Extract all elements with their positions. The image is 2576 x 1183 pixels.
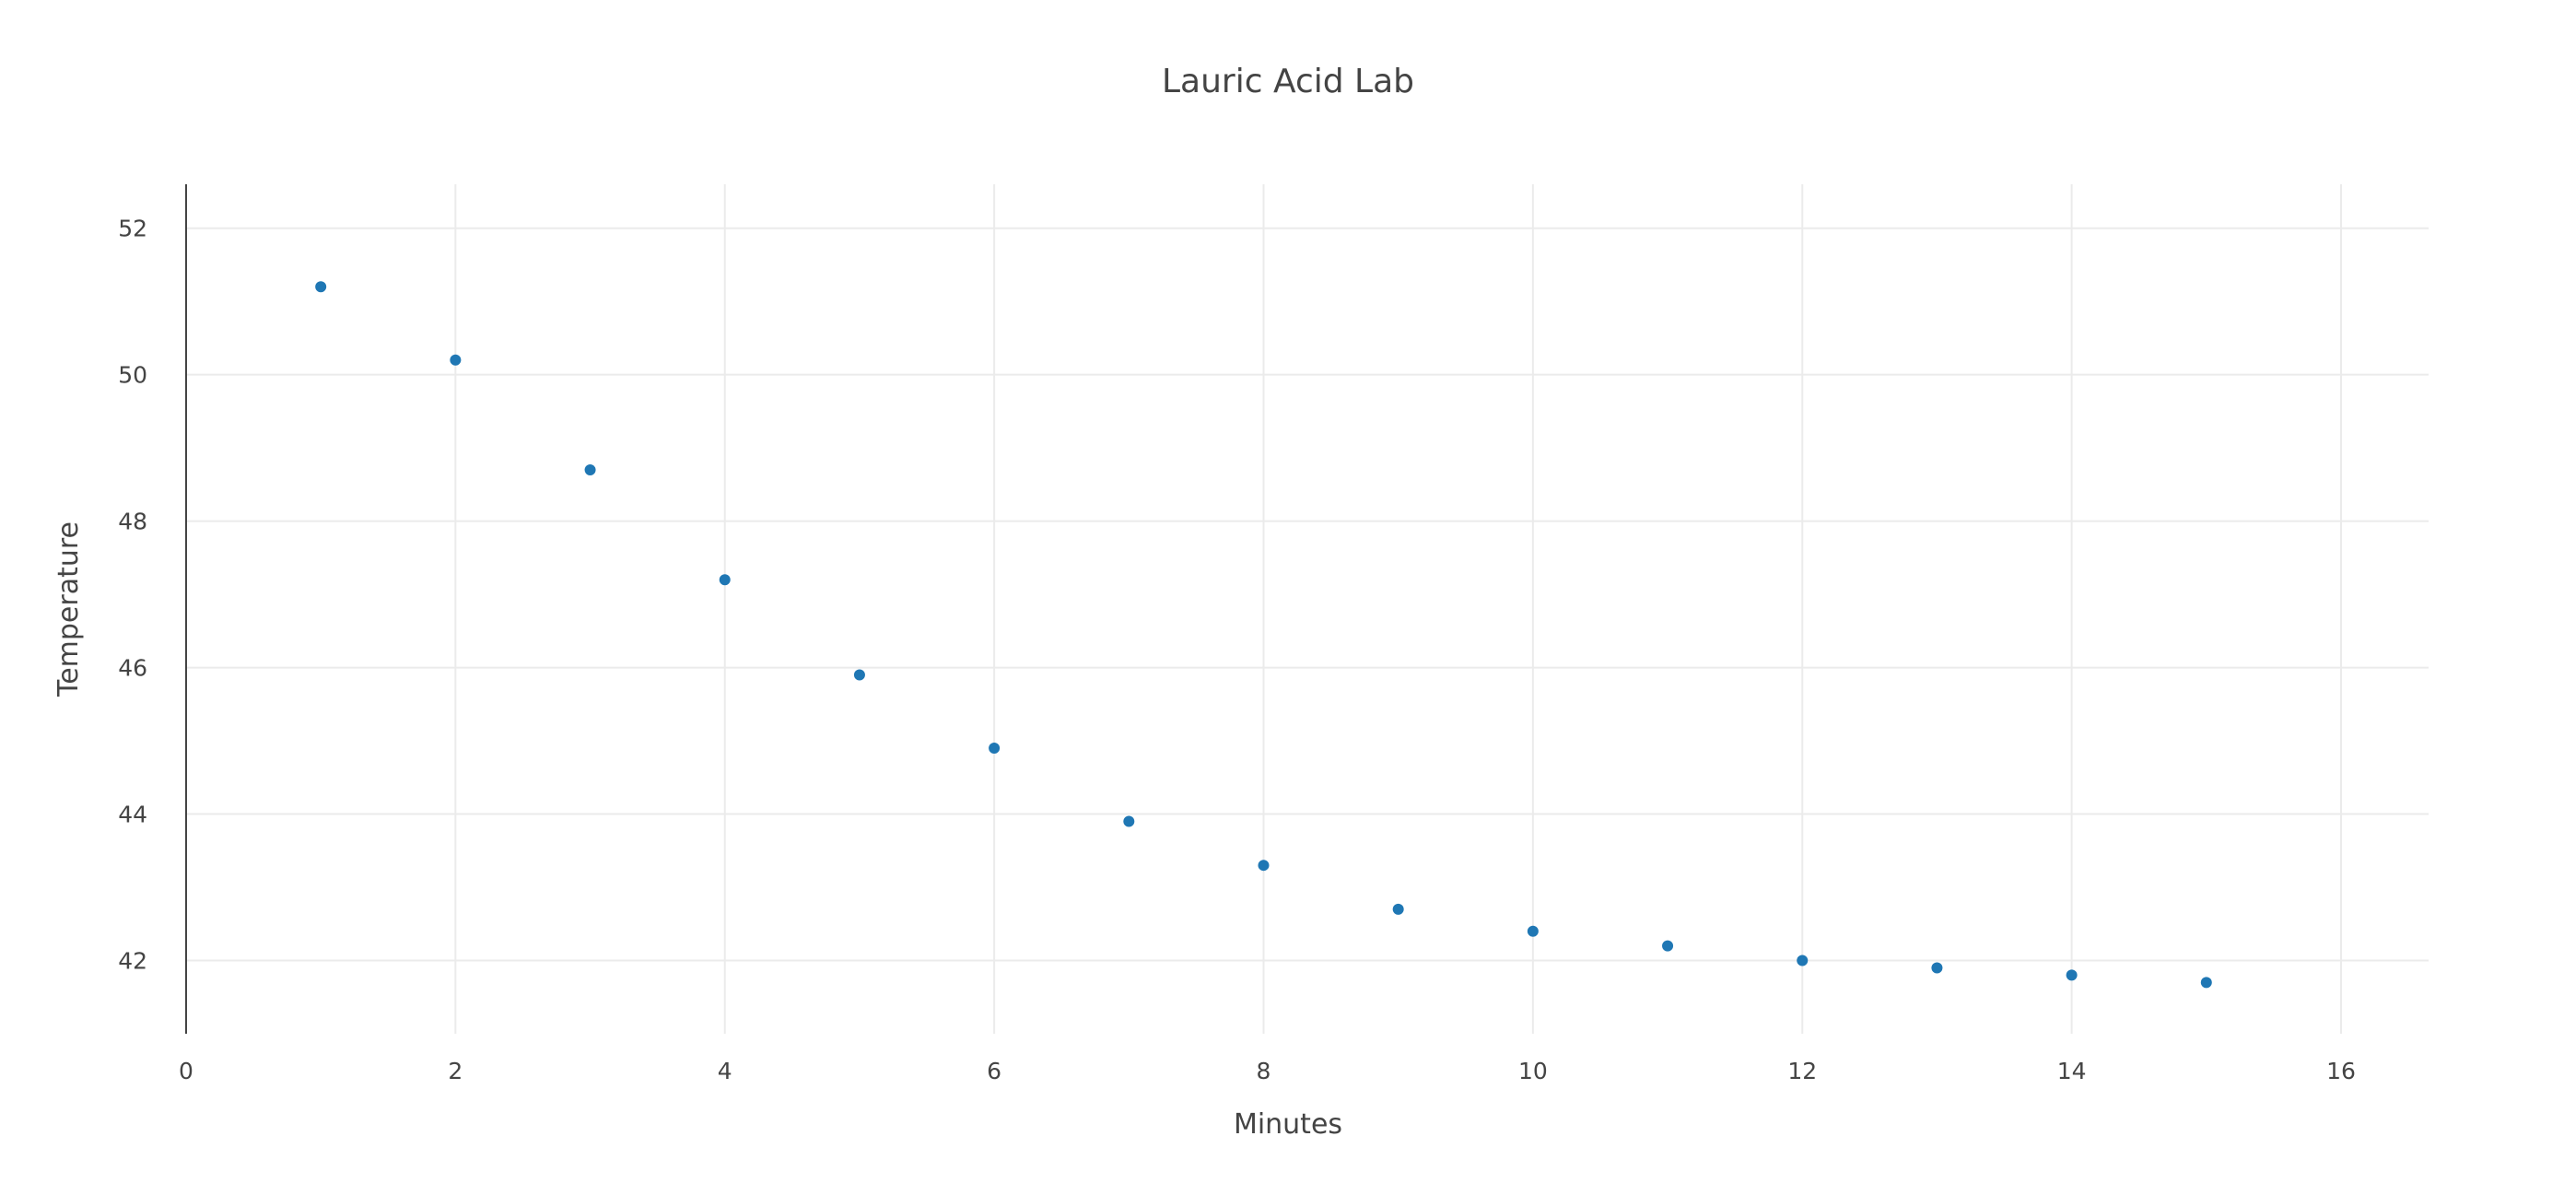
y-tick-label: 42 [118,948,147,975]
data-point[interactable] [1797,955,1809,966]
x-axis-title: Minutes [1234,1108,1342,1141]
x-tick-label: 4 [718,1058,732,1084]
grid [186,184,2429,1034]
y-tick-label: 48 [118,509,147,535]
x-tick-label: 12 [1787,1058,1817,1084]
data-point[interactable] [1392,903,1404,915]
data-point[interactable] [989,743,1001,755]
data-point[interactable] [584,463,596,475]
data-point[interactable] [853,669,865,681]
data-point[interactable] [315,281,327,293]
chart-title: Lauric Acid Lab [1162,63,1414,100]
data-point[interactable] [1123,815,1135,827]
data-point[interactable] [1258,860,1270,872]
data-point[interactable] [2066,969,2078,981]
x-tick-label: 14 [2057,1058,2087,1084]
x-tick-label: 2 [448,1058,463,1084]
x-tick-label: 8 [1257,1058,1271,1084]
data-point[interactable] [1931,962,1943,974]
data-point[interactable] [450,354,462,366]
data-point[interactable] [719,574,731,586]
y-tick-label: 52 [118,216,147,242]
x-tick-label: 10 [1518,1058,1548,1084]
data-point[interactable] [1527,925,1539,937]
y-tick-label: 46 [118,655,147,682]
x-tick-label: 16 [2326,1058,2356,1084]
y-tick-label: 50 [118,362,147,389]
x-tick-label: 0 [179,1058,193,1084]
x-tick-label: 6 [987,1058,1001,1084]
y-tick-label: 44 [118,802,147,828]
data-point[interactable] [2200,977,2212,989]
data-points [315,281,2212,989]
data-point[interactable] [1662,940,1674,952]
y-axis-title: Temperature [53,521,85,697]
